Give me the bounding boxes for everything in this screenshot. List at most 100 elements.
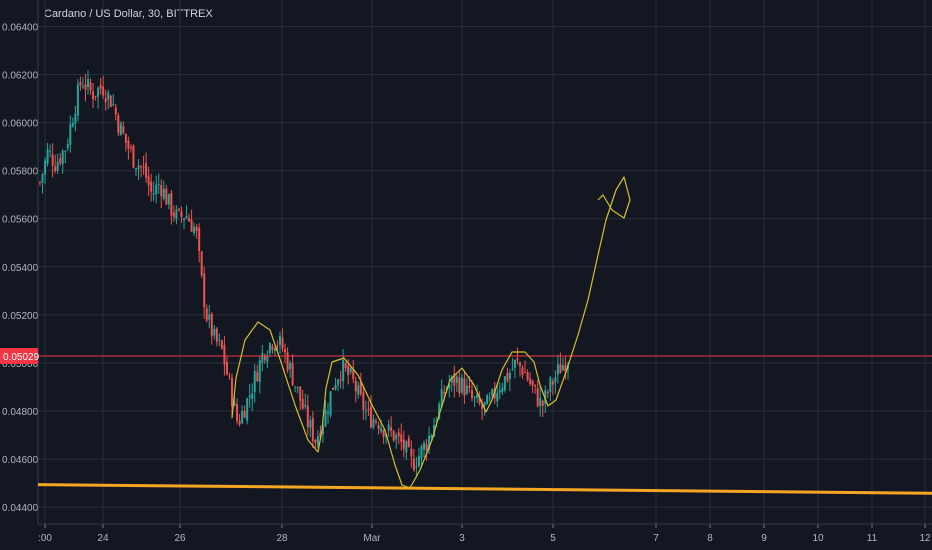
candle-body — [124, 133, 127, 143]
candle-body — [289, 362, 292, 370]
candle-body — [253, 370, 256, 392]
y-tick-label: 0.06200 — [2, 71, 39, 82]
candle-body — [529, 378, 532, 384]
y-tick-label: 0.05400 — [2, 263, 39, 274]
candle-body — [344, 363, 347, 368]
candle-body — [266, 356, 269, 362]
candle-body — [501, 387, 504, 393]
x-tick-label: 11 — [867, 533, 878, 544]
y-tick-label: 0.06400 — [2, 22, 39, 33]
candle-body — [362, 392, 365, 410]
candle-body — [238, 420, 241, 425]
x-tick-label: 9 — [761, 533, 767, 544]
candle-body — [104, 98, 107, 103]
candle-body — [155, 184, 158, 194]
candle-body — [382, 430, 385, 437]
candle-body — [49, 151, 52, 153]
candle-body — [66, 144, 69, 149]
candle-body — [430, 435, 433, 439]
candle-body — [145, 163, 148, 178]
candle-body — [357, 385, 360, 395]
x-tick-label: 7 — [653, 533, 659, 544]
candle-body — [203, 273, 206, 308]
candle-body — [324, 409, 327, 427]
y-tick-label: 0.05000 — [2, 359, 39, 370]
candle-body — [54, 166, 57, 171]
support-trendline[interactable] — [37, 483, 932, 495]
candle-body — [291, 363, 294, 386]
candle-body — [251, 393, 254, 400]
candle-body — [440, 389, 443, 407]
candle-body — [299, 386, 302, 401]
candle-body — [339, 379, 342, 381]
candle-body — [218, 339, 221, 341]
y-axis: 0.04400 0.04600 0.04800 0.05000 0.05200 0.054… — [2, 0, 39, 524]
candle-body — [311, 418, 314, 441]
candle-body — [198, 227, 201, 252]
candle-body — [89, 82, 92, 91]
candle-body — [92, 91, 95, 100]
drawing-overlays[interactable] — [37, 176, 932, 495]
candle-body — [306, 405, 309, 427]
candle-body — [69, 124, 72, 145]
candle-body — [428, 435, 431, 450]
candle-body — [132, 145, 135, 168]
candle-body — [473, 397, 476, 399]
y-tick-label: 0.04400 — [2, 503, 39, 514]
candle-body — [263, 354, 266, 361]
candle-body — [400, 434, 403, 443]
x-tick-label: 3 — [459, 533, 465, 544]
candle-body — [46, 148, 49, 164]
candles — [39, 69, 569, 478]
candle-body — [476, 394, 479, 398]
candle-body — [491, 389, 494, 396]
candle-body — [319, 432, 322, 438]
candle-body — [228, 375, 231, 377]
candle-body — [74, 114, 77, 124]
candle-body — [526, 372, 529, 380]
candle-body — [534, 384, 537, 387]
candle-body — [410, 448, 413, 457]
candle-body — [387, 424, 390, 431]
candle-body — [478, 396, 481, 404]
candle-body — [465, 385, 468, 394]
candle-body — [150, 181, 153, 192]
x-tick-label: :00 — [38, 533, 52, 544]
candle-body — [417, 455, 420, 467]
candle-body — [309, 420, 312, 428]
candle-body — [51, 154, 54, 166]
candle-body — [347, 366, 350, 376]
candle-body — [455, 376, 458, 383]
y-tick-label: 0.05600 — [2, 215, 39, 226]
candle-body — [511, 368, 514, 370]
candle-body — [294, 386, 297, 388]
candle-body — [76, 84, 79, 116]
candle-body — [405, 441, 408, 453]
candle-body — [59, 158, 62, 164]
candle-body — [423, 442, 425, 450]
freehand-drawing[interactable] — [231, 176, 631, 489]
candle-body — [271, 345, 274, 350]
candle-body — [471, 390, 473, 398]
candle-body — [415, 466, 418, 468]
candle-body — [521, 367, 524, 375]
candle-body — [541, 400, 544, 406]
candle-body — [354, 380, 357, 392]
candle-body — [551, 381, 554, 385]
candle-body — [119, 123, 122, 136]
candle-body — [369, 406, 372, 428]
candle-body — [200, 251, 203, 276]
candle-body — [364, 410, 367, 412]
price-badge-label: 0.05029 — [3, 352, 40, 363]
x-tick-label: Mar — [363, 533, 381, 544]
current-price-badge: 0.05029 — [0, 347, 40, 364]
candle-body — [220, 340, 223, 349]
y-tick-label: 0.06000 — [2, 119, 39, 130]
x-tick-label: 28 — [276, 533, 288, 544]
candle-body — [496, 392, 499, 402]
candle-body — [109, 95, 112, 108]
candle-body — [531, 380, 534, 386]
candle-body — [256, 372, 259, 382]
candle-body — [243, 411, 246, 418]
